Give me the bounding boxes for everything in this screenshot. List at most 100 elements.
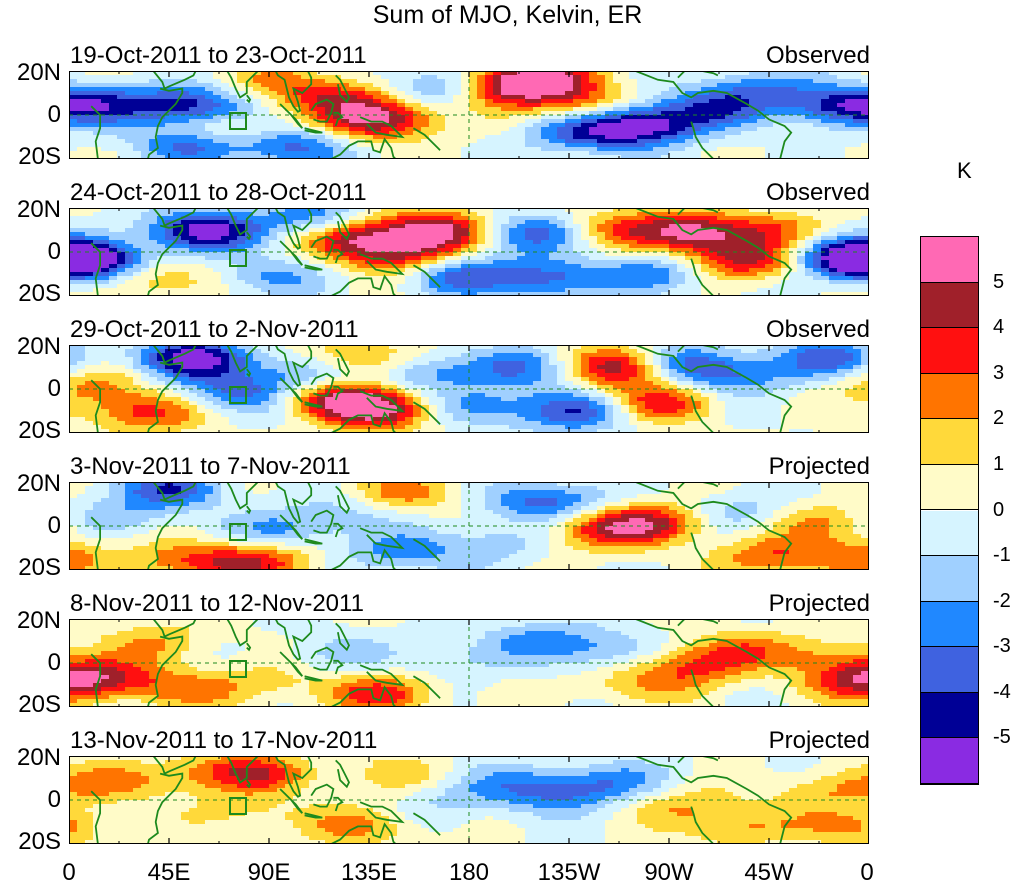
coastline xyxy=(304,127,323,134)
colorbar-swatch xyxy=(921,373,978,420)
coastline xyxy=(333,248,344,264)
region-box xyxy=(229,797,247,815)
coastline xyxy=(633,756,793,844)
coastline xyxy=(152,208,197,227)
colorbar-swatch xyxy=(921,647,978,693)
coastline xyxy=(310,98,335,123)
coastline xyxy=(279,651,304,677)
panel-date-range: 19-Oct-2011 to 23-Oct-2011 xyxy=(70,42,367,69)
coastline xyxy=(90,516,102,570)
coastline xyxy=(246,368,252,378)
lat-tick-label: 20N xyxy=(16,470,61,497)
colorbar-level-label: 1 xyxy=(993,452,1005,475)
coastline xyxy=(690,532,715,570)
map-panel-5: 8-Nov-2011 to 12-Nov-2011 Projected xyxy=(69,590,870,707)
colorbar-swatch xyxy=(921,738,978,784)
panel-kind: Projected xyxy=(768,453,870,480)
coastline xyxy=(146,361,184,433)
coastline xyxy=(274,619,313,661)
coastline xyxy=(412,538,441,562)
colorbar-swatch xyxy=(921,464,978,511)
coastline xyxy=(690,395,715,433)
lat-tick-label: 20N xyxy=(16,744,61,771)
coastline xyxy=(359,664,405,687)
coastline xyxy=(246,231,252,241)
coastline xyxy=(226,208,260,236)
anomaly-map xyxy=(69,482,869,570)
coastline xyxy=(279,514,304,540)
coastline xyxy=(690,806,715,844)
coastline xyxy=(246,779,252,789)
coastline xyxy=(329,548,397,570)
lon-tick-label: 135W xyxy=(537,859,601,886)
coastline xyxy=(633,71,793,159)
coastline xyxy=(304,675,323,682)
coastline xyxy=(329,411,397,433)
colorbar-level-label: -4 xyxy=(993,680,1011,703)
region-box xyxy=(229,386,247,404)
coastline xyxy=(226,756,260,784)
lat-tick-label: 20S xyxy=(18,554,61,581)
coastline xyxy=(412,675,441,699)
coastline xyxy=(359,253,405,276)
panel-kind: Projected xyxy=(768,727,870,754)
coastline xyxy=(279,240,304,266)
lat-tick-label: 20S xyxy=(18,417,61,444)
colorbar-level-label: 0 xyxy=(993,498,1005,521)
coastline xyxy=(304,538,323,545)
lat-tick-label: 0 xyxy=(47,238,61,265)
panel-kind: Observed xyxy=(765,42,870,69)
coastline xyxy=(246,505,252,515)
lat-tick-label: 0 xyxy=(47,786,61,813)
anomaly-map xyxy=(69,345,869,433)
anomaly-map xyxy=(69,756,869,844)
coastline xyxy=(90,379,102,433)
lat-tick-label: 0 xyxy=(47,512,61,539)
coastline xyxy=(310,235,335,260)
panel-kind: Observed xyxy=(765,316,870,343)
map-panel-3: 29-Oct-2011 to 2-Nov-2011 Observed xyxy=(69,316,870,433)
region-box xyxy=(229,660,247,678)
coastline xyxy=(310,646,335,671)
coastline xyxy=(90,105,102,159)
coastline xyxy=(274,756,313,798)
coastline xyxy=(310,783,335,808)
lat-tick-label: 20S xyxy=(18,143,61,170)
coastline xyxy=(333,796,344,812)
coastline xyxy=(279,377,304,403)
coastline xyxy=(333,659,344,675)
map-panel-2: 24-Oct-2011 to 28-Oct-2011 Observed xyxy=(69,179,870,296)
coastline xyxy=(333,522,344,538)
anomaly-map xyxy=(69,71,869,159)
coastline xyxy=(90,653,102,707)
coastline xyxy=(146,87,184,159)
panel-date-range: 8-Nov-2011 to 12-Nov-2011 xyxy=(70,590,364,617)
coastline xyxy=(633,482,793,570)
lat-tick-label: 20N xyxy=(16,59,61,86)
lat-tick-label: 20S xyxy=(18,280,61,307)
panel-date-range: 24-Oct-2011 to 28-Oct-2011 xyxy=(70,179,367,206)
coastline xyxy=(279,103,304,129)
coastline xyxy=(412,401,441,425)
lat-tick-label: 20N xyxy=(16,607,61,634)
coastline xyxy=(329,685,397,707)
panel-kind: Projected xyxy=(768,590,870,617)
colorbar-swatch xyxy=(921,419,978,465)
lat-tick-label: 0 xyxy=(47,649,61,676)
lat-tick-label: 0 xyxy=(47,375,61,402)
coastline xyxy=(335,485,351,515)
panel-date-range: 3-Nov-2011 to 7-Nov-2011 xyxy=(70,453,351,480)
lon-tick-label: 135E xyxy=(340,859,398,886)
coastline xyxy=(274,345,313,387)
coastline xyxy=(152,71,197,90)
coastline xyxy=(152,756,197,775)
colorbar-swatch xyxy=(921,556,978,602)
longitude-axis: 0 45E 90E 135E 180 135W 90W 45W 0 xyxy=(0,860,1015,889)
map-panel-4: 3-Nov-2011 to 7-Nov-2011 Projected xyxy=(69,453,870,570)
lat-tick-label: 20N xyxy=(16,196,61,223)
coastline xyxy=(335,211,351,241)
anomaly-map xyxy=(69,619,869,707)
map-panel-1: 19-Oct-2011 to 23-Oct-2011 Observed xyxy=(69,42,870,159)
colorbar-level-label: -2 xyxy=(993,589,1011,612)
region-box xyxy=(229,112,247,130)
